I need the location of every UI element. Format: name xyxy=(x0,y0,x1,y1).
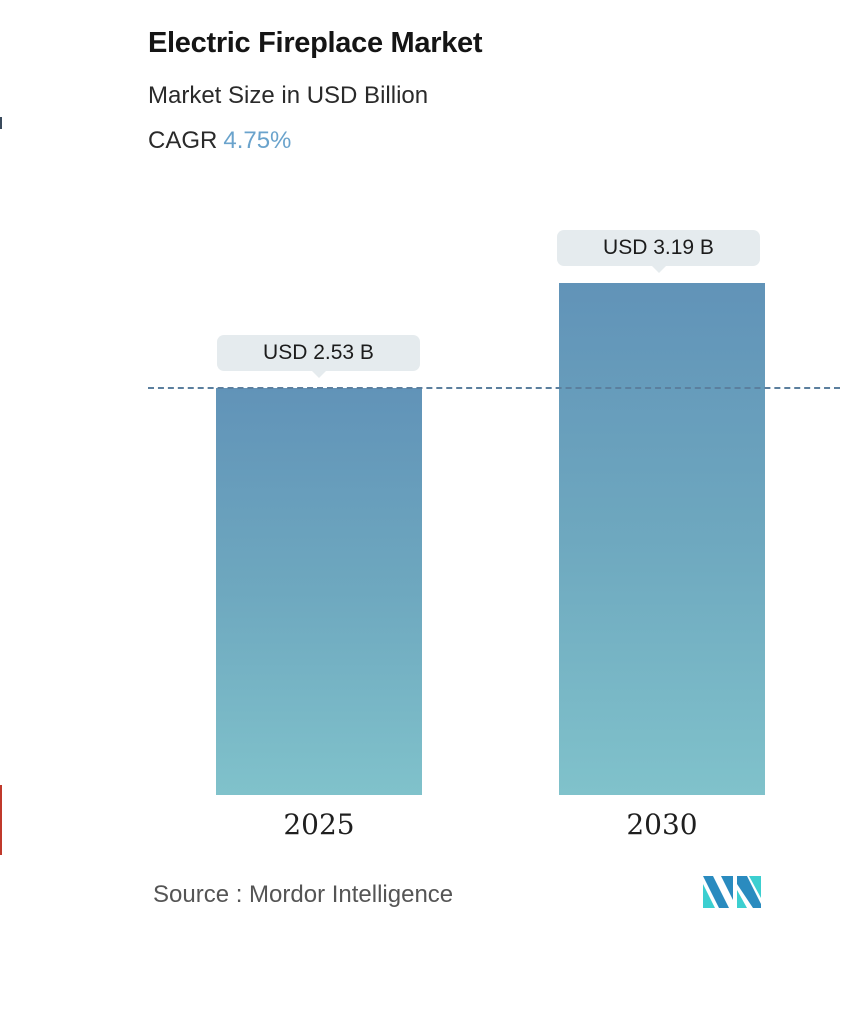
data-label-2030: USD 3.19 B xyxy=(557,230,760,273)
reference-dashed-line xyxy=(148,387,840,389)
mordor-intelligence-logo-icon xyxy=(703,876,761,908)
chart-subtitle: Market Size in USD Billion xyxy=(148,82,429,109)
chart-title: Electric Fireplace Market xyxy=(148,27,483,59)
x-tick-2030: 2030 xyxy=(626,808,698,841)
cagr-label: CAGR xyxy=(148,127,218,154)
source-text: Source : Mordor Intelligence xyxy=(153,881,454,908)
left-edge-mark xyxy=(0,785,2,855)
data-label-2025: USD 2.53 B xyxy=(217,335,420,378)
cagr-line: CAGR 4.75% xyxy=(148,127,291,155)
cagr-value: 4.75% xyxy=(223,127,292,154)
bar-2025 xyxy=(216,388,422,795)
left-edge-mark xyxy=(0,117,2,129)
x-tick-2025: 2025 xyxy=(283,808,355,841)
bar-2030 xyxy=(559,283,765,795)
